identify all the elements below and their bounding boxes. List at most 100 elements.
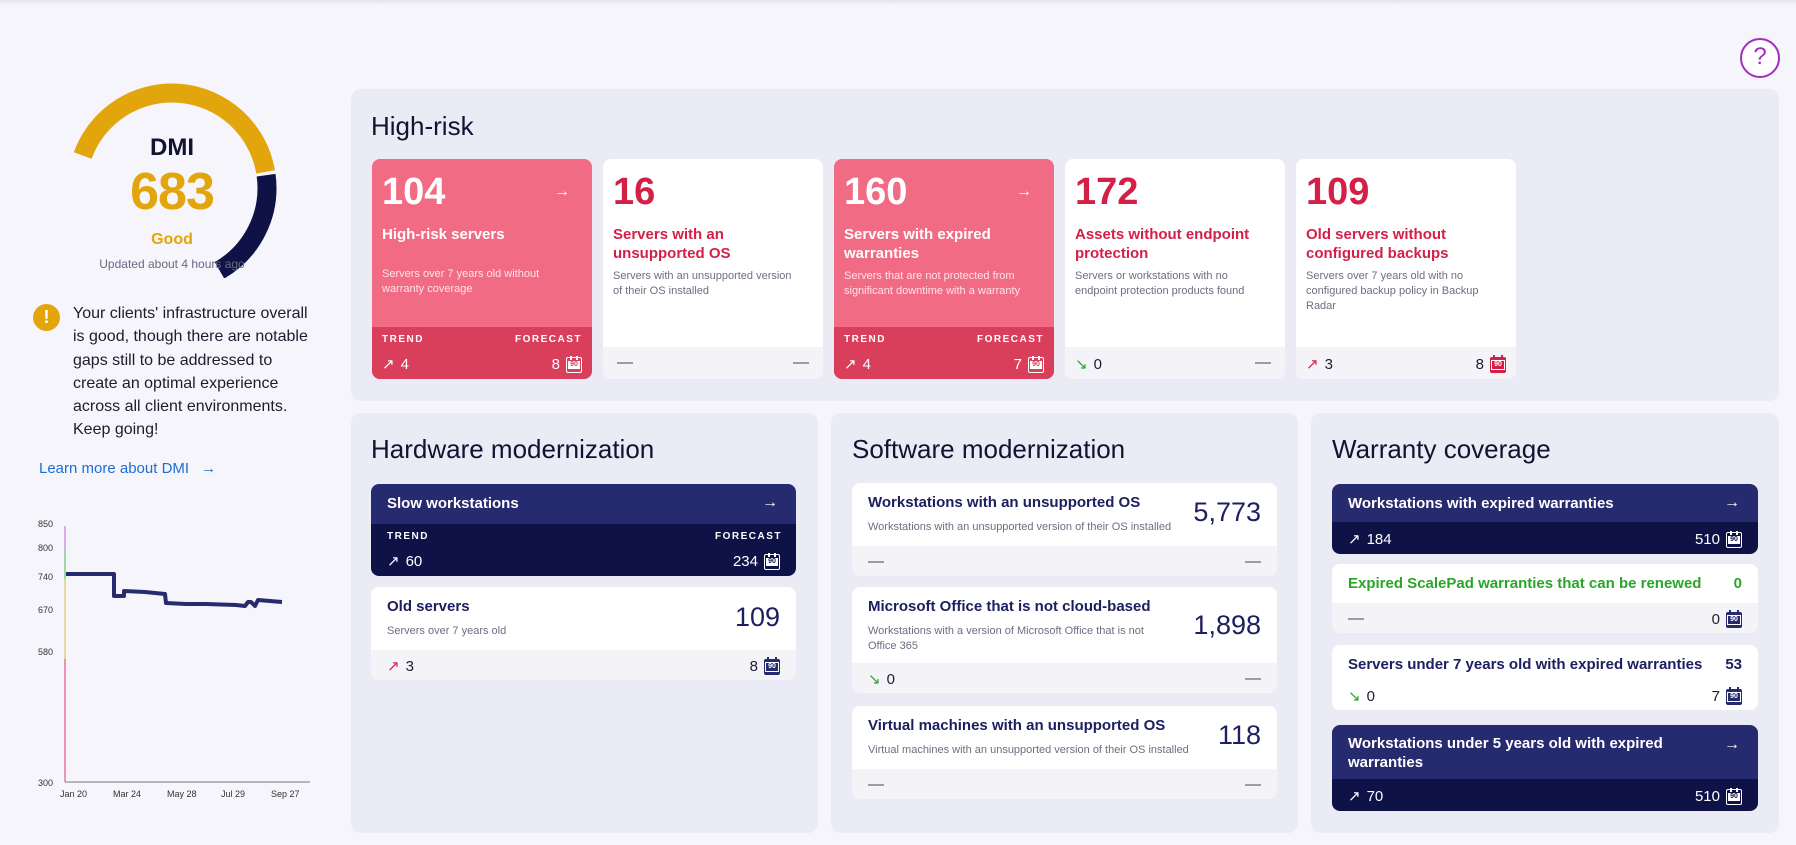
card-title: Virtual machines with an unsupported OS	[868, 717, 1166, 734]
trend-up-icon: ↗	[1348, 788, 1361, 805]
arrow-right-icon: →	[201, 460, 217, 477]
top-shadow	[0, 0, 1796, 6]
y-tick: 740	[38, 572, 53, 582]
y-tick: 580	[38, 647, 53, 657]
forecast-empty-dash	[1245, 561, 1261, 563]
x-tick: Jul 29	[221, 789, 245, 799]
trend-value: 70	[1366, 787, 1384, 805]
card-title: Servers under 7 years old with expired w…	[1348, 656, 1703, 673]
card-footer: ↘ 0	[852, 663, 1277, 693]
unsupported-os-servers-card[interactable]: 16 Servers with an unsupported OS Server…	[603, 159, 823, 379]
calendar-90-icon: 90	[1726, 530, 1742, 548]
high-risk-servers-card[interactable]: 104 → High-risk servers Servers over 7 y…	[372, 159, 592, 379]
servers-under-7-card[interactable]: Servers under 7 years old with expired w…	[1332, 645, 1758, 710]
help-button[interactable]: ?	[1740, 38, 1780, 78]
forecast-value: 510	[1694, 788, 1720, 805]
arrow-right-icon[interactable]: →	[1016, 183, 1032, 200]
trend-empty-dash	[617, 362, 633, 364]
calendar-90-icon: 90	[1726, 787, 1742, 805]
card-header: Slow workstations →	[371, 484, 796, 524]
trend-empty-dash	[868, 784, 884, 786]
trend-up-icon: ↗	[387, 658, 400, 675]
card-footer: ↗ 3 8 90	[1296, 347, 1516, 379]
gauge-arc-good	[73, 83, 275, 174]
x-tick: Mar 24	[113, 789, 141, 799]
forecast-label: FORECAST	[515, 334, 582, 345]
office-not-cloud-card[interactable]: Microsoft Office that is not cloud-based…	[852, 587, 1277, 693]
card-value: 5,773	[1193, 497, 1261, 527]
card-title: Slow workstations	[387, 495, 519, 512]
trend-value: 0	[886, 670, 895, 688]
card-title: High-risk servers	[382, 226, 505, 243]
dmi-title: DMI	[150, 134, 194, 161]
card-title: Old servers without configured backups	[1306, 226, 1449, 262]
calendar-90-icon: 90	[764, 552, 780, 570]
card-description: Servers over 7 years old with no configu…	[1306, 270, 1479, 312]
learn-more-label: Learn more about DMI	[39, 460, 190, 477]
card-description: Servers that are not protected from sign…	[844, 270, 1021, 297]
calendar-90-icon: 90	[764, 656, 780, 675]
trend-value: 0	[1366, 687, 1375, 705]
card-title: Old servers	[387, 598, 470, 615]
trend-value: 4	[862, 355, 871, 373]
no-endpoint-protection-card[interactable]: 172 Assets without endpoint protection S…	[1065, 159, 1285, 379]
forecast-value: 7	[1013, 356, 1022, 373]
card-description: Workstations with a version of Microsoft…	[868, 625, 1144, 652]
x-tick: Jan 20	[60, 789, 87, 799]
gauge-arc-remainder	[214, 173, 277, 278]
unsupported-os-workstations-card[interactable]: Workstations with an unsupported OS Work…	[852, 483, 1277, 576]
card-title: Expired ScalePad warranties that can be …	[1348, 575, 1702, 592]
y-tick: 800	[38, 543, 53, 553]
card-value: 0	[1733, 575, 1742, 592]
card-description: Servers over 7 years old	[387, 625, 507, 637]
trend-value: 60	[405, 552, 423, 570]
x-tick: May 28	[167, 789, 197, 799]
learn-more-link[interactable]: Learn more about DMI →	[39, 460, 216, 477]
forecast-empty-dash	[793, 362, 809, 364]
forecast-value: 8	[749, 658, 758, 675]
dmi-gauge	[73, 83, 277, 278]
card-footer	[852, 546, 1277, 576]
workstations-under-5-card[interactable]: Workstations under 5 years old with expi…	[1332, 725, 1758, 811]
scalepad-renewable-card[interactable]: Expired ScalePad warranties that can be …	[1332, 564, 1758, 633]
calendar-90-icon: 90	[566, 355, 582, 373]
trend-down-icon: ↘	[1348, 688, 1361, 705]
slow-workstations-card[interactable]: Slow workstations → TREND FORECAST ↗ 60 2…	[371, 484, 796, 576]
arrow-right-icon[interactable]: →	[1724, 736, 1740, 753]
y-tick: 670	[38, 605, 53, 615]
expired-workstations-card[interactable]: Workstations with expired warranties → ↗…	[1332, 484, 1758, 554]
arrow-right-icon[interactable]: →	[1724, 494, 1740, 511]
warranty-title: Warranty coverage	[1332, 434, 1551, 464]
trend-empty-dash	[1348, 618, 1364, 620]
card-value: 16	[613, 171, 656, 213]
old-servers-card[interactable]: Old servers Servers over 7 years old 109…	[371, 587, 796, 680]
card-title: Servers with expired warranties	[844, 226, 991, 262]
trend-label: TREND	[387, 531, 429, 542]
card-title: Microsoft Office that is not cloud-based	[868, 598, 1151, 615]
calendar-90-icon: 90	[1490, 354, 1506, 373]
forecast-value: 8	[551, 356, 560, 373]
no-backup-servers-card[interactable]: 109 Old servers without configured backu…	[1296, 159, 1516, 379]
dmi-score: 683	[130, 163, 215, 221]
arrow-right-icon[interactable]: →	[762, 494, 778, 511]
card-value: 160	[844, 171, 908, 213]
trend-label: TREND	[844, 334, 886, 345]
card-description: Virtual machines with an unsupported ver…	[868, 744, 1189, 756]
card-title: Servers with an unsupported OS	[613, 226, 731, 262]
dmi-rating: Good	[151, 231, 193, 248]
expired-warranty-servers-card[interactable]: 160 → Servers with expired warranties Se…	[834, 159, 1054, 379]
card-footer: ↗ 70 510 90	[1332, 779, 1758, 811]
high-risk-title: High-risk	[371, 111, 474, 141]
card-title: Assets without endpoint protection	[1075, 226, 1250, 262]
trend-up-icon: ↗	[1306, 356, 1319, 373]
arrow-right-icon[interactable]: →	[554, 183, 570, 200]
unsupported-os-vms-card[interactable]: Virtual machines with an unsupported OS …	[852, 706, 1277, 799]
card-footer: TREND FORECAST ↗ 60 234 90	[371, 524, 796, 576]
trend-up-icon: ↗	[1348, 531, 1361, 548]
card-value: 109	[734, 602, 780, 632]
forecast-value: 8	[1475, 356, 1484, 373]
forecast-value: 7	[1711, 688, 1720, 705]
card-footer: 0 90	[1332, 603, 1758, 633]
trend-up-icon: ↗	[844, 356, 857, 373]
hardware-title: Hardware modernization	[371, 434, 655, 464]
